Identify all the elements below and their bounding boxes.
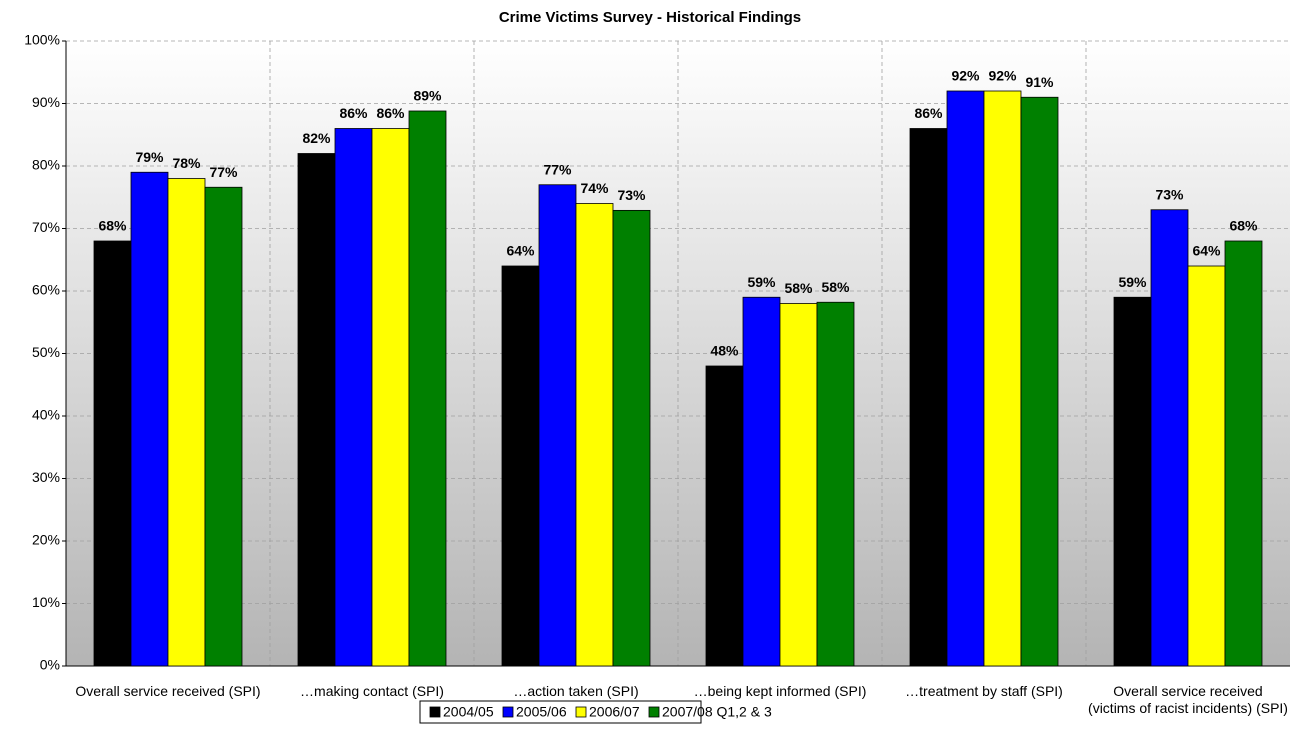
data-label: 73% <box>617 187 646 203</box>
legend-label: 2007/08 Q1,2 & 3 <box>662 704 772 720</box>
x-tick-label: Overall service received (SPI) <box>75 683 261 699</box>
legend-box <box>419 700 702 724</box>
bar <box>1187 265 1226 667</box>
bar <box>204 186 243 667</box>
y-tick-label: 0% <box>40 657 60 673</box>
bar <box>1150 209 1189 667</box>
bar <box>130 171 169 667</box>
y-tick-label: 100% <box>24 32 60 48</box>
data-label: 58% <box>784 280 813 296</box>
data-label: 79% <box>135 149 164 165</box>
bar <box>1113 296 1152 667</box>
bar <box>408 110 447 667</box>
x-tick-label: Overall service received (victims of rac… <box>1088 683 1288 716</box>
data-label: 77% <box>543 161 572 177</box>
x-tick-label: …being kept informed (SPI) <box>693 683 867 699</box>
bar <box>705 365 744 667</box>
legend-label: 2005/06 <box>516 704 567 720</box>
data-label: 59% <box>1118 274 1147 290</box>
bar <box>538 184 577 667</box>
data-label: 86% <box>376 105 405 121</box>
data-label: 82% <box>302 130 331 146</box>
bar <box>742 296 781 667</box>
legend-swatch <box>648 706 660 718</box>
data-label: 68% <box>1229 218 1258 234</box>
bar <box>946 90 985 667</box>
bar <box>501 265 540 667</box>
x-tick-label: …making contact (SPI) <box>300 683 444 699</box>
legend-swatch <box>502 706 514 718</box>
data-label: 58% <box>821 279 850 295</box>
y-tick-label: 20% <box>32 532 60 548</box>
data-label: 89% <box>413 88 442 104</box>
data-label: 92% <box>988 68 1017 84</box>
legend: 2004/05 2005/06 2006/07 2007/08 Q1,2 & 3 <box>419 700 772 724</box>
bar <box>167 178 206 667</box>
data-label: 74% <box>580 180 609 196</box>
bar <box>909 128 948 667</box>
data-label: 91% <box>1025 74 1054 90</box>
data-label: 64% <box>1192 243 1221 259</box>
data-label: 59% <box>747 274 776 290</box>
bar <box>334 128 373 667</box>
data-label: 86% <box>914 105 943 121</box>
y-tick-label: 80% <box>32 157 60 173</box>
chart-title: Crime Victims Survey - Historical Findin… <box>499 9 801 26</box>
y-tick-label: 60% <box>32 282 60 298</box>
y-tick-label: 90% <box>32 94 60 110</box>
data-label: 64% <box>506 243 535 259</box>
bar <box>779 303 818 667</box>
data-label: 92% <box>951 68 980 84</box>
x-tick-label: …treatment by staff (SPI) <box>905 683 1063 699</box>
bar <box>1020 96 1059 667</box>
y-tick-label: 70% <box>32 219 60 235</box>
data-label: 78% <box>172 155 201 171</box>
bar <box>983 90 1022 667</box>
data-label: 68% <box>98 218 127 234</box>
y-tick-label: 50% <box>32 344 60 360</box>
legend-label: 2004/05 <box>443 704 494 720</box>
data-label: 73% <box>1155 186 1184 202</box>
x-tick-label: …action taken (SPI) <box>513 683 639 699</box>
data-label: 86% <box>339 105 368 121</box>
y-tick-label: 30% <box>32 469 60 485</box>
bar <box>816 301 855 667</box>
bar <box>371 128 410 667</box>
y-tick-label: 40% <box>32 407 60 423</box>
legend-swatch <box>575 706 587 718</box>
bar <box>1224 240 1263 667</box>
data-label: 77% <box>209 164 238 180</box>
bar <box>93 240 132 667</box>
bar <box>612 209 651 667</box>
bar <box>297 153 336 667</box>
legend-label: 2006/07 <box>589 704 640 720</box>
legend-swatch <box>429 706 441 718</box>
bar <box>575 203 614 667</box>
y-tick-label: 10% <box>32 594 60 610</box>
data-label: 48% <box>710 343 739 359</box>
